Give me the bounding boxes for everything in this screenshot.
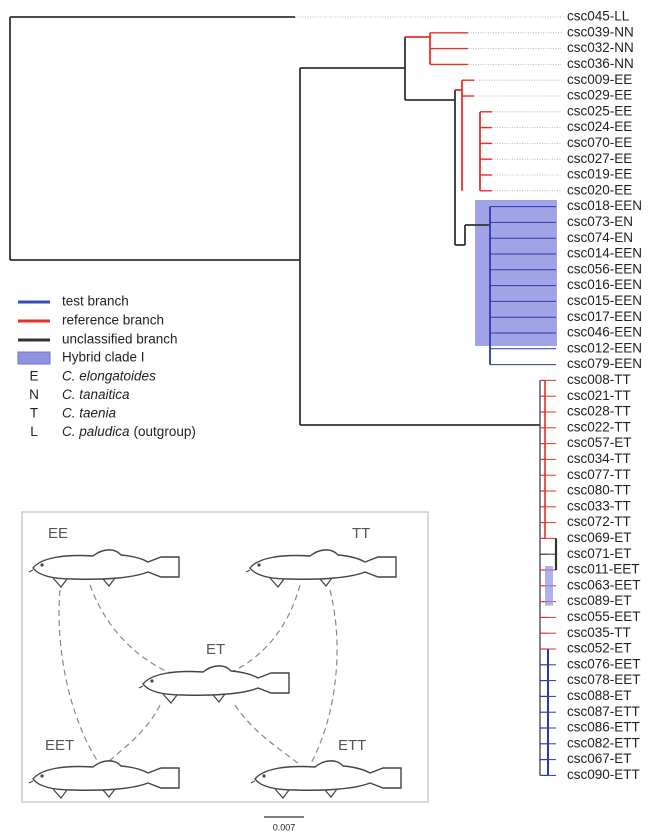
tip-label: csc027-EE: [567, 151, 632, 166]
tip-label: csc079-EEN: [567, 356, 642, 371]
tip-label: csc067-ET: [567, 751, 632, 766]
tip-label: csc077-TT: [567, 467, 631, 482]
tip-label: csc046-EEN: [567, 325, 642, 340]
tip-label: csc074-EN: [567, 230, 633, 245]
tip-label: csc024-EE: [567, 119, 632, 134]
hybridization-diagram: EE TT ET EET ETT: [22, 512, 428, 802]
tip-label: csc036-NN: [567, 56, 634, 71]
tip-label: csc016-EEN: [567, 277, 642, 292]
tip-label: csc011-EET: [567, 562, 640, 577]
tip-label: csc020-EE: [567, 182, 632, 197]
tip-label: csc087-ETT: [567, 704, 640, 719]
tip-label: csc082-ETT: [567, 735, 640, 750]
tip-label: csc055-EET: [567, 609, 641, 624]
tip-label: csc071-ET: [567, 546, 632, 561]
fish-label: EET: [45, 737, 74, 754]
tip-label: csc052-ET: [567, 641, 632, 656]
legend-swatch: [18, 352, 50, 364]
legend: test branch reference branch unclassifie…: [18, 294, 196, 440]
tip-label: csc017-EEN: [567, 309, 642, 324]
tip-label: csc069-ET: [567, 530, 632, 545]
tip-label: csc034-TT: [567, 451, 631, 466]
tip-label: csc009-EE: [567, 72, 632, 87]
tip-label: csc029-EE: [567, 88, 632, 103]
tip-label: csc033-TT: [567, 498, 631, 513]
tip-label: csc070-EE: [567, 135, 632, 150]
tip-label: csc022-TT: [567, 419, 631, 434]
tip-label: csc072-TT: [567, 514, 631, 529]
tip-label: csc019-EE: [567, 167, 632, 182]
tip-label: csc018-EEN: [567, 198, 642, 213]
species-code: L: [30, 424, 38, 439]
species-list: E C. elongatoides N C. tanaitica T C. taenia L…: [29, 369, 196, 440]
species-note: (outgroup): [134, 424, 196, 439]
tip-label: csc090-ETT: [567, 767, 640, 782]
species-code: E: [29, 369, 38, 384]
legend-label: reference branch: [62, 313, 164, 328]
tip-label: csc008-TT: [567, 372, 631, 387]
tip-label: csc045-LL: [567, 9, 630, 24]
legend-label: Hybrid clade I: [62, 350, 145, 365]
fish-label: ETT: [338, 737, 366, 754]
tip-label: csc086-ETT: [567, 720, 640, 735]
tip-label: csc076-EET: [567, 656, 641, 671]
legend-label: test branch: [62, 294, 129, 309]
tip-label: csc089-ET: [567, 593, 632, 608]
fish-label: TT: [352, 525, 370, 542]
phylogeny-figure: csc045-LLcsc039-NNcsc032-NNcsc036-NNcsc0…: [0, 0, 670, 835]
tip-label: csc039-NN: [567, 24, 634, 39]
legend-label: unclassified branch: [62, 332, 178, 347]
tip-label: csc073-EN: [567, 214, 633, 229]
scale-label: 0.007: [273, 822, 296, 832]
species-code: N: [29, 387, 39, 402]
tip-label: csc032-NN: [567, 40, 634, 55]
tip-label: csc056-EEN: [567, 261, 642, 276]
tip-label: csc012-EEN: [567, 340, 642, 355]
tip-label: csc025-EE: [567, 103, 632, 118]
tip-label: csc063-EET: [567, 577, 641, 592]
species-name: C. elongatoides: [62, 369, 156, 384]
fish-label: EE: [48, 525, 68, 542]
tip-labels: csc045-LLcsc039-NNcsc032-NNcsc036-NNcsc0…: [567, 9, 642, 782]
fish-label: ET: [206, 641, 225, 658]
tip-label: csc057-ET: [567, 435, 632, 450]
hybrid-clade-shade: [545, 566, 553, 606]
tip-label: csc080-TT: [567, 483, 631, 498]
tip-label: csc028-TT: [567, 404, 631, 419]
tip-label: csc088-ET: [567, 688, 632, 703]
tip-label: csc021-TT: [567, 388, 631, 403]
tip-label: csc015-EEN: [567, 293, 642, 308]
species-name: C. tanaitica: [62, 387, 130, 402]
tip-label: csc035-TT: [567, 625, 631, 640]
species-code: T: [30, 406, 38, 421]
tip-label: csc014-EEN: [567, 246, 642, 261]
tip-label: csc078-EET: [567, 672, 641, 687]
species-name: C. paludica: [62, 424, 130, 439]
species-name: C. taenia: [62, 406, 117, 421]
